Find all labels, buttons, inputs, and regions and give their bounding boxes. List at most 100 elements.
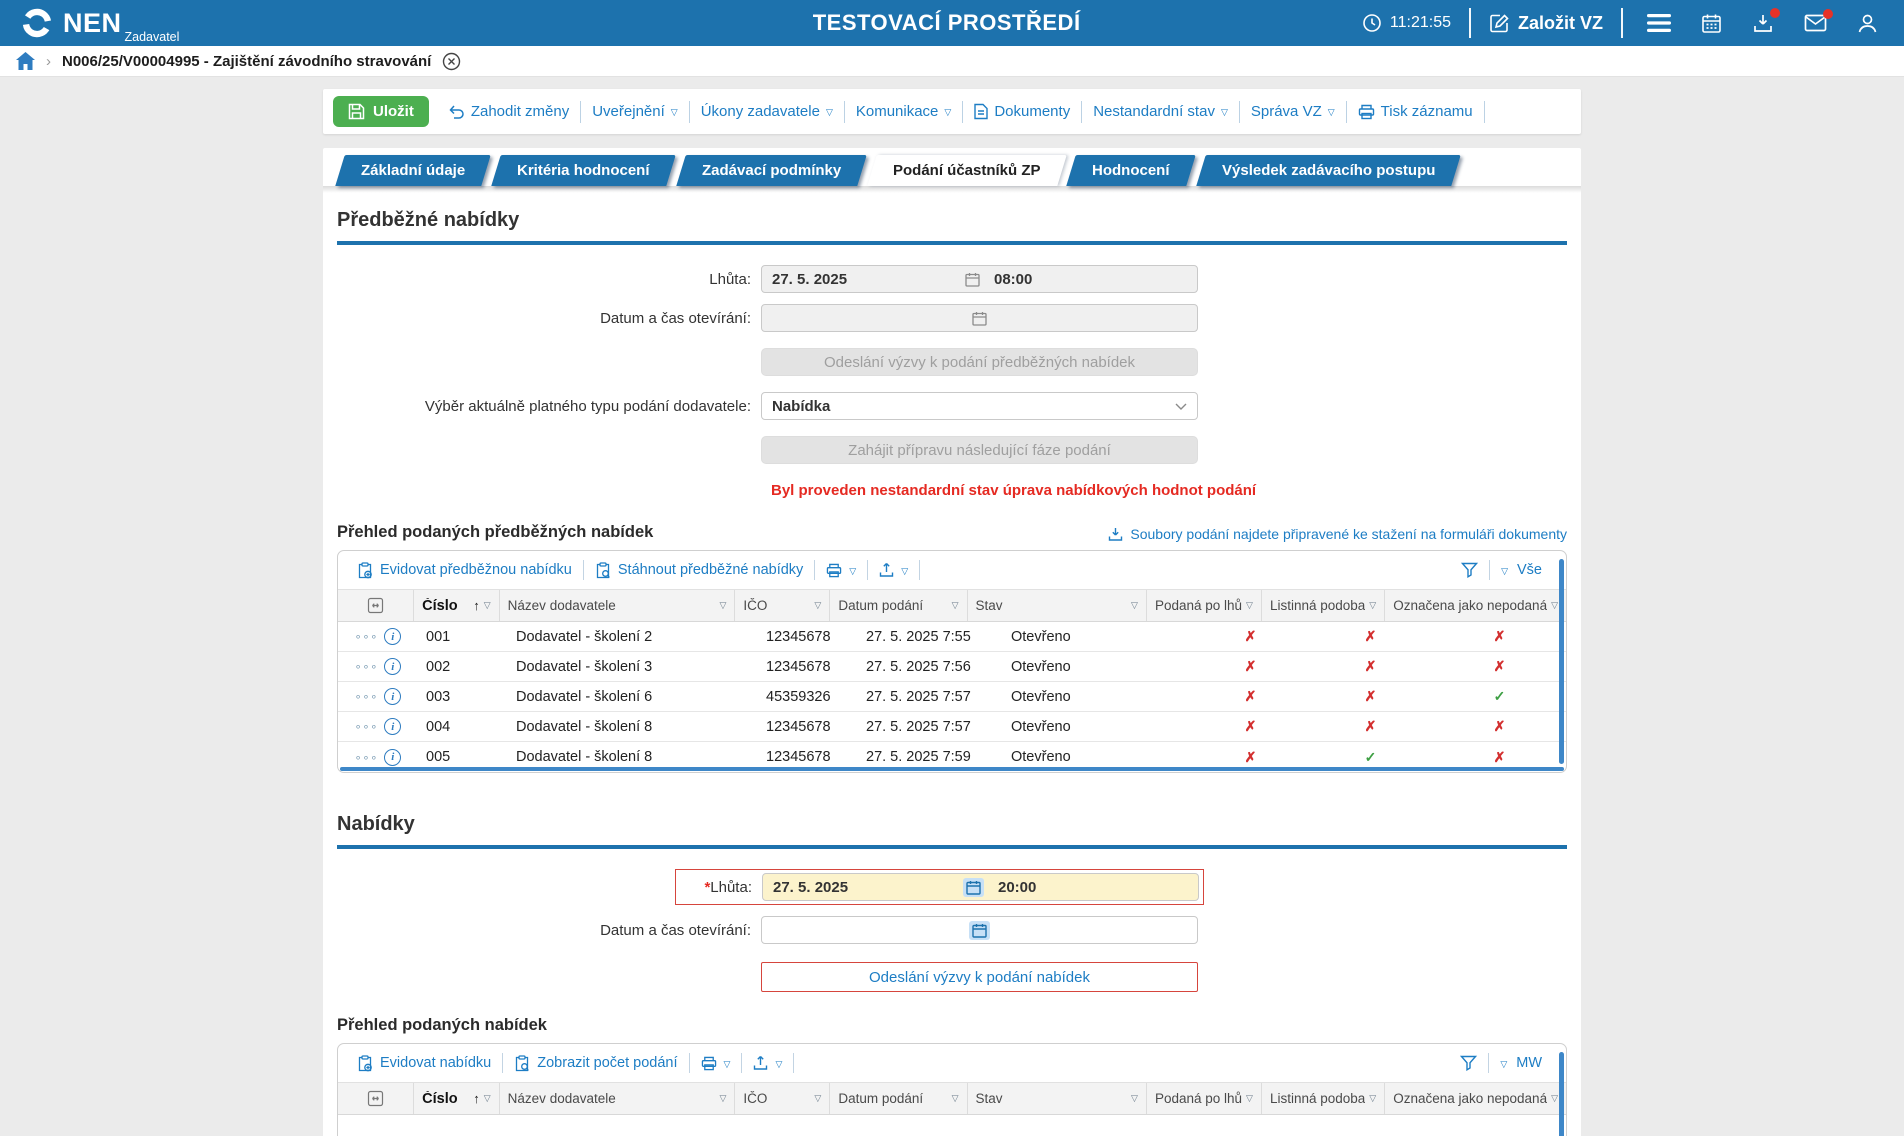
col-header-nazev[interactable]: Název dodavatele ▽ — [500, 1083, 736, 1114]
filter-view-label[interactable]: Vše — [1517, 562, 1542, 578]
user-profile-button[interactable] — [1857, 13, 1878, 34]
horizontal-scrollbar[interactable] — [340, 767, 1564, 771]
nen-logo[interactable]: NEN Zadavatel — [20, 6, 179, 43]
submission-type-select[interactable]: Nabídka — [761, 392, 1198, 420]
calendar-icon[interactable] — [965, 272, 980, 287]
column-filter-caret-icon[interactable]: ▽ — [814, 600, 822, 610]
print-record-button[interactable]: Tisk záznamu — [1347, 103, 1484, 120]
column-filter-caret-icon[interactable]: ▽ — [719, 1093, 727, 1103]
column-chooser-icon[interactable] — [338, 590, 415, 621]
bids-deadline-input[interactable]: 27. 5. 2025 20:00 — [762, 873, 1199, 901]
column-filter-caret-icon[interactable]: ▽ — [1131, 600, 1138, 610]
bids-opening-input[interactable] — [761, 916, 1198, 944]
filter-funnel-icon[interactable] — [1460, 1055, 1478, 1071]
column-filter-caret-icon[interactable]: ▽ — [1246, 1093, 1253, 1103]
column-filter-caret-icon[interactable]: ▽ — [1131, 1093, 1138, 1103]
tab-z-kladn-daje[interactable]: Základní údaje — [335, 155, 491, 186]
info-icon[interactable]: i — [384, 748, 402, 766]
nonstandard-state-menu[interactable]: Nestandardní stav ▽ — [1093, 103, 1228, 120]
calendar-icon[interactable] — [963, 877, 984, 897]
contracting-actions-menu[interactable]: Úkony zadavatele ▽ — [700, 103, 833, 120]
export-grid-button[interactable]: ▽ — [744, 1055, 791, 1071]
publish-menu[interactable]: Uveřejnění ▽ — [592, 103, 678, 120]
column-chooser-icon[interactable] — [338, 1083, 415, 1114]
close-record-icon[interactable] — [442, 52, 461, 71]
row-menu-icon[interactable]: ∘∘∘ — [354, 661, 379, 673]
col-header-listinna[interactable]: Listinná podoba ▽ — [1262, 1083, 1386, 1114]
col-header-listinna[interactable]: Listinná podoba ▽ — [1262, 590, 1386, 621]
info-icon[interactable]: i — [384, 718, 402, 735]
tab-v-sledek-zad-vac-ho-postupu[interactable]: Výsledek zadávacího postupu — [1196, 155, 1462, 186]
col-header-ico[interactable]: IČO ▽ — [735, 1083, 831, 1114]
column-filter-caret-icon[interactable]: ▽ — [483, 600, 491, 610]
row-menu-icon[interactable]: ∘∘∘ — [354, 721, 379, 733]
print-grid-button[interactable]: ▽ — [692, 1056, 740, 1071]
column-filter-caret-icon[interactable]: ▽ — [1551, 1093, 1558, 1103]
table-row[interactable]: ∘∘∘ i 002 Dodavatel - školení 3 12345678 27. … — [338, 652, 1566, 682]
filter-view-label[interactable]: MW — [1516, 1055, 1542, 1071]
export-grid-button[interactable]: ▽ — [870, 562, 917, 578]
print-grid-button[interactable]: ▽ — [817, 563, 865, 578]
column-filter-caret-icon[interactable]: ▽ — [1369, 600, 1377, 610]
table-row[interactable]: ∘∘∘ i 001 Dodavatel - školení 2 12345678 27. … — [338, 622, 1566, 652]
column-filter-caret-icon[interactable]: ▽ — [1369, 1093, 1377, 1103]
vertical-scrollbar[interactable] — [1559, 1052, 1564, 1136]
filter-funnel-icon[interactable] — [1461, 562, 1479, 578]
prelim-opening-input[interactable] — [761, 304, 1198, 332]
col-header-cislo[interactable]: Číslo ↑ ▽ — [414, 1083, 500, 1114]
communication-menu[interactable]: Komunikace ▽ — [855, 103, 952, 120]
row-menu-icon[interactable]: ∘∘∘ — [354, 691, 379, 703]
show-submission-count-button[interactable]: Zobrazit počet podání — [505, 1054, 686, 1072]
calendar-button[interactable] — [1701, 13, 1722, 34]
downloads-button[interactable] — [1752, 7, 1780, 34]
tab-krit-ria-hodnocen-[interactable]: Kritéria hodnocení — [491, 155, 676, 186]
col-header-datum[interactable]: Datum podání ▽ — [830, 590, 968, 621]
col-header-datum[interactable]: Datum podání ▽ — [830, 1083, 968, 1114]
column-filter-caret-icon[interactable]: ▽ — [1246, 600, 1253, 610]
col-header-ico[interactable]: IČO ▽ — [735, 590, 831, 621]
create-vz-button[interactable]: Založit VZ — [1489, 13, 1603, 34]
vertical-scrollbar[interactable] — [1559, 559, 1564, 764]
chevron-down-icon[interactable]: ▽ — [1501, 565, 1508, 576]
register-bid-button[interactable]: Evidovat nabídku — [348, 1054, 500, 1072]
col-header-nazev[interactable]: Název dodavatele ▽ — [500, 590, 736, 621]
column-filter-caret-icon[interactable]: ▽ — [951, 600, 959, 610]
column-filter-caret-icon[interactable]: ▽ — [1551, 600, 1558, 610]
send-bids-call-button[interactable]: Odeslání výzvy k podání nabídek — [761, 962, 1198, 992]
column-filter-caret-icon[interactable]: ▽ — [814, 1093, 822, 1103]
row-menu-icon[interactable]: ∘∘∘ — [354, 631, 379, 643]
row-menu-icon[interactable]: ∘∘∘ — [354, 751, 379, 764]
tab-pod-n-astn-k-zp[interactable]: Podání účastníků ZP — [867, 155, 1067, 186]
download-prelim-bids-button[interactable]: Stáhnout předběžné nabídky — [586, 561, 812, 579]
documents-button[interactable]: Dokumenty — [963, 103, 1081, 120]
col-header-stav[interactable]: Stav ▽ — [968, 1083, 1147, 1114]
column-filter-caret-icon[interactable]: ▽ — [483, 1093, 491, 1103]
submission-files-link[interactable]: Soubory podání najdete připravené ke sta… — [1108, 526, 1567, 542]
column-filter-caret-icon[interactable]: ▽ — [719, 600, 727, 610]
tab-hodnocen-[interactable]: Hodnocení — [1066, 155, 1196, 186]
table-row[interactable]: ∘∘∘ i 004 Dodavatel - školení 8 12345678 27. … — [338, 712, 1566, 742]
info-icon[interactable]: i — [384, 628, 402, 645]
menu-button[interactable] — [1647, 14, 1671, 32]
send-prelim-call-button[interactable]: Odeslání výzvy k podání předběžných nabí… — [761, 348, 1198, 376]
register-prelim-bid-button[interactable]: Evidovat předběžnou nabídku — [348, 561, 581, 579]
col-header-po_lhute[interactable]: Podaná po lhůtě▽ — [1147, 590, 1262, 621]
discard-changes-button[interactable]: Zahodit změny — [437, 103, 580, 120]
col-header-nepodana[interactable]: Označena jako nepodaná ▽ — [1393, 1091, 1558, 1106]
tab-zad-vac-podm-nky[interactable]: Zadávací podmínky — [675, 155, 867, 186]
col-header-po_lhute[interactable]: Podaná po lhůtě▽ — [1147, 1083, 1262, 1114]
col-header-cislo[interactable]: Číslo ↑ ▽ — [414, 590, 500, 621]
save-button[interactable]: Uložit — [333, 96, 429, 127]
prelim-deadline-input[interactable]: 27. 5. 2025 08:00 — [761, 265, 1198, 293]
table-row[interactable]: ∘∘∘ i 005 Dodavatel - školení 8 12345678 27. … — [338, 742, 1566, 772]
column-filter-caret-icon[interactable]: ▽ — [951, 1093, 959, 1103]
calendar-icon[interactable] — [972, 311, 987, 326]
table-row[interactable]: ∘∘∘ i 003 Dodavatel - školení 6 45359326 27. … — [338, 682, 1566, 712]
home-icon[interactable] — [16, 52, 35, 70]
manage-vz-menu[interactable]: Správa VZ ▽ — [1250, 103, 1335, 120]
info-icon[interactable]: i — [384, 658, 402, 675]
next-phase-button[interactable]: Zahájit přípravu následující fáze podání — [761, 436, 1198, 464]
calendar-icon[interactable] — [969, 920, 990, 940]
col-header-nepodana[interactable]: Označena jako nepodaná ▽ — [1393, 598, 1558, 613]
col-header-stav[interactable]: Stav ▽ — [968, 590, 1147, 621]
